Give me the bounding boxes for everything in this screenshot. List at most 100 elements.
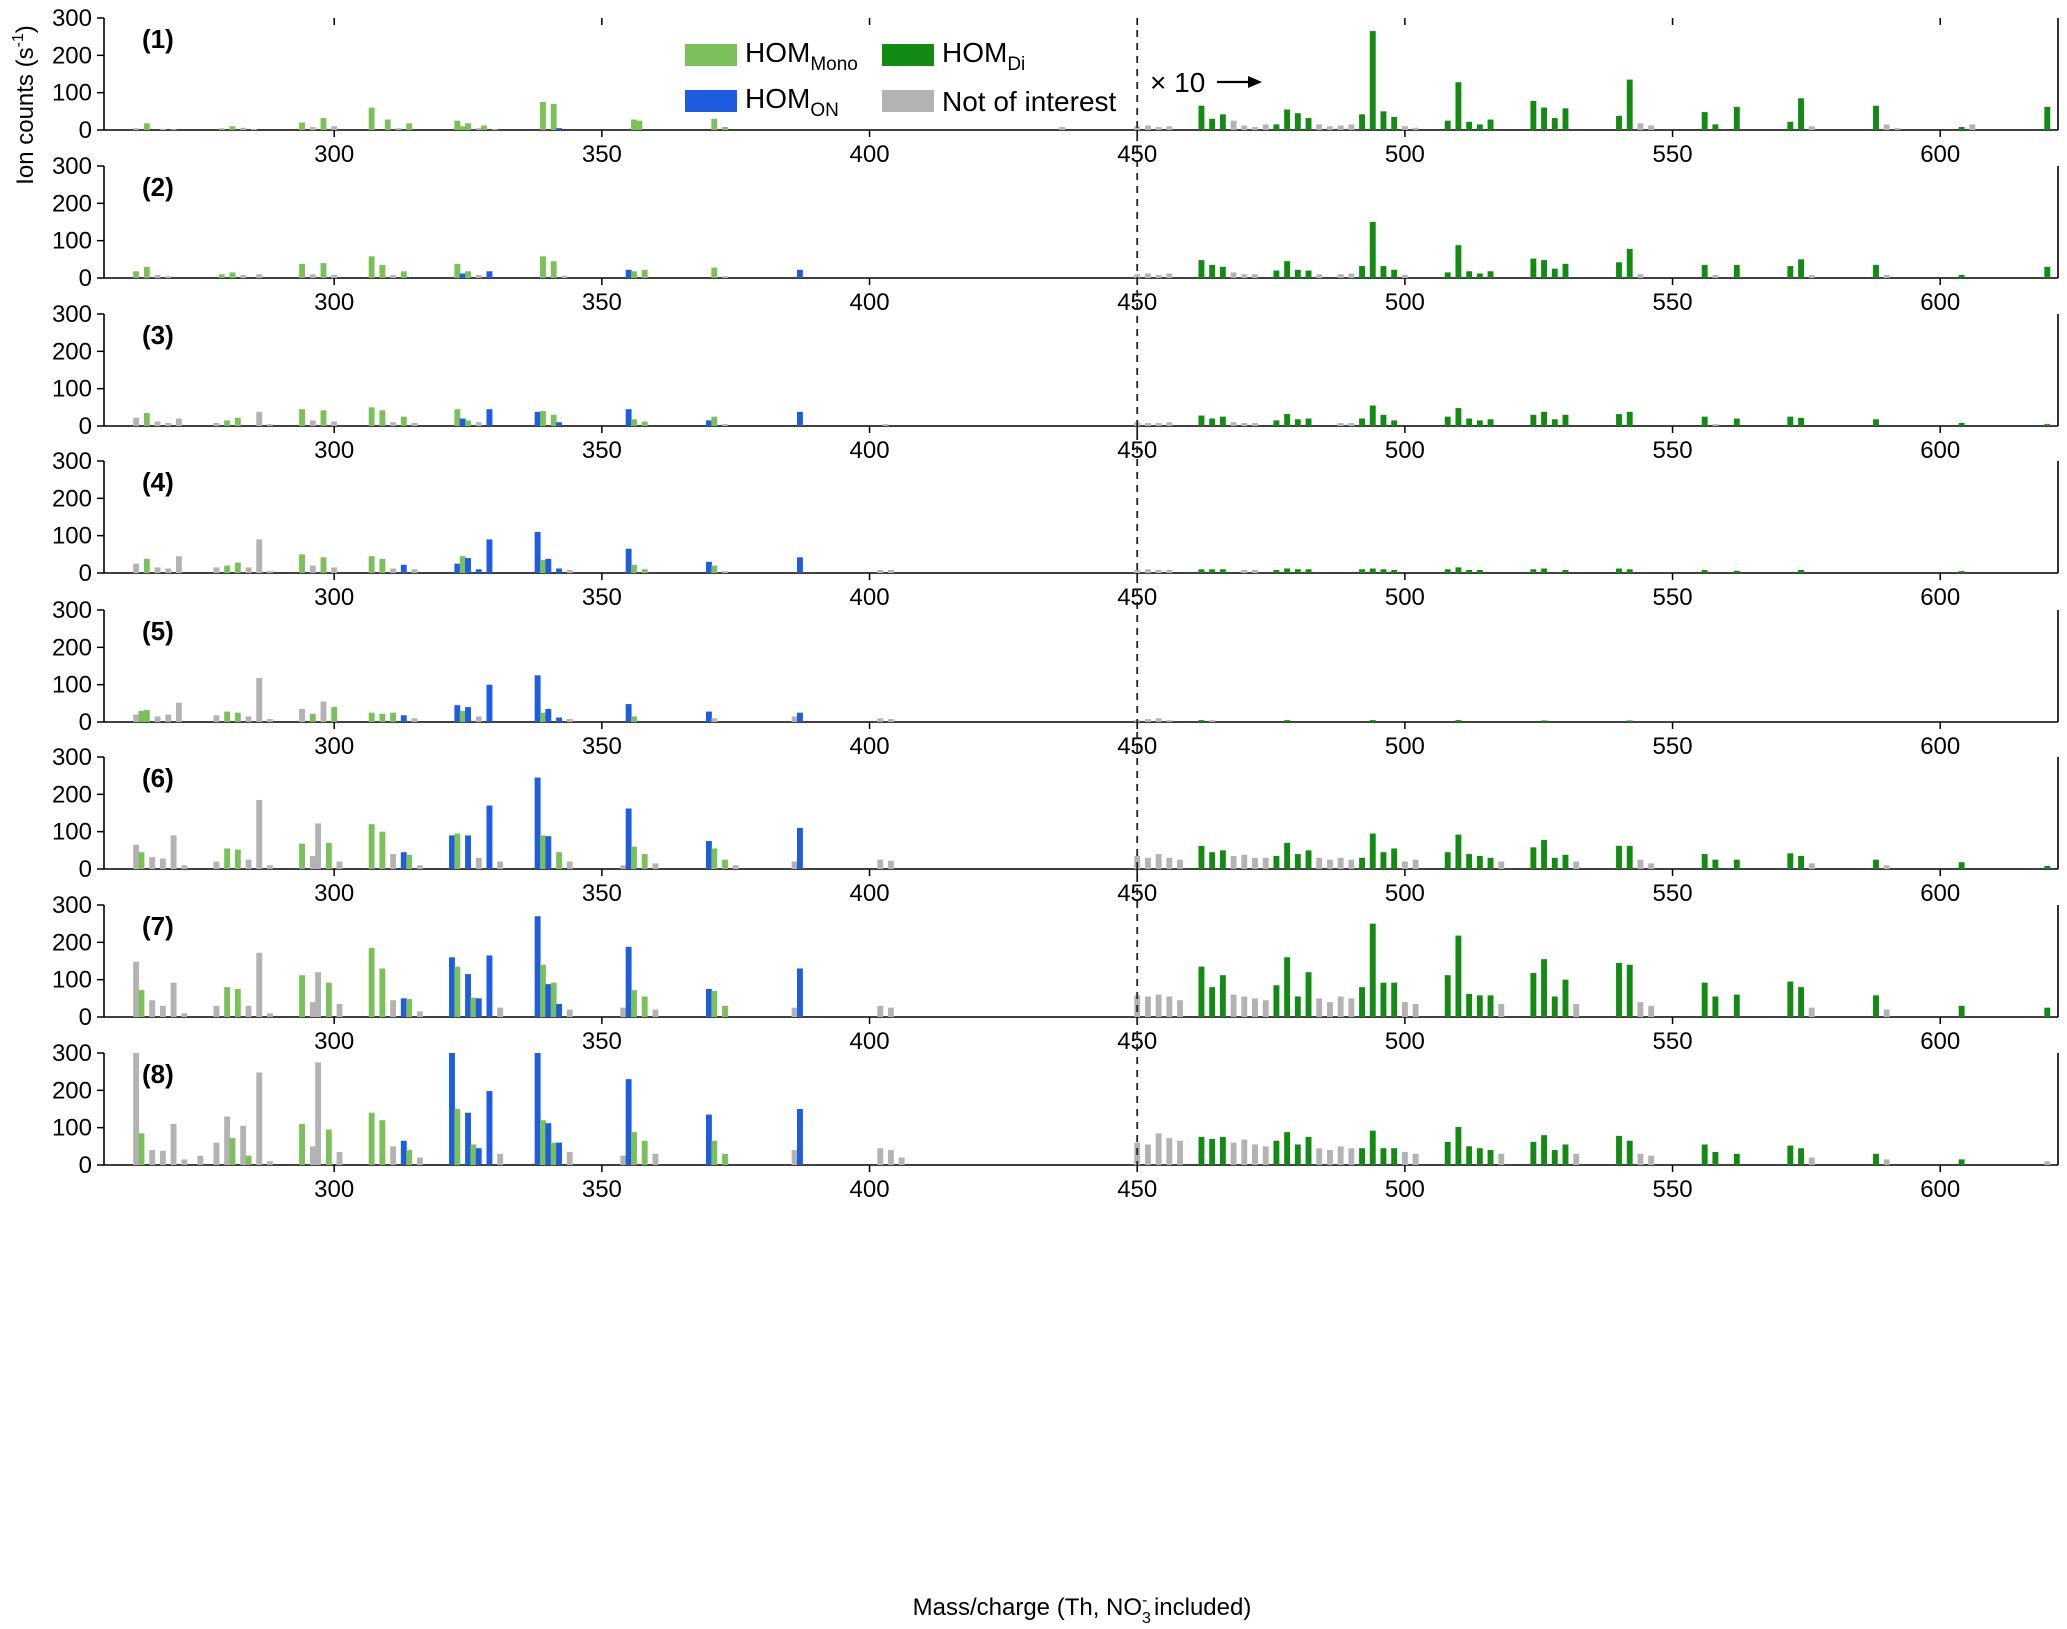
y-tick-label: 100 bbox=[52, 967, 92, 994]
bar-mono bbox=[711, 990, 718, 1017]
bar-di bbox=[1466, 570, 1473, 573]
bar-di bbox=[1616, 262, 1622, 278]
y-tick-label: 0 bbox=[79, 413, 92, 440]
bar-mono bbox=[400, 271, 407, 278]
bar-noi bbox=[1262, 1146, 1269, 1165]
y-tick-label: 0 bbox=[79, 560, 92, 587]
bar-di bbox=[1958, 1159, 1965, 1165]
bar-di bbox=[1541, 411, 1548, 426]
bar-on bbox=[465, 974, 471, 1017]
bar-mono bbox=[368, 107, 375, 130]
bar-di bbox=[1712, 1151, 1719, 1165]
bar-di bbox=[1369, 405, 1376, 426]
bar-di bbox=[1284, 720, 1291, 722]
bar-mono bbox=[245, 1155, 252, 1165]
bar-di bbox=[1798, 98, 1804, 130]
bar-on bbox=[797, 557, 803, 573]
bar-on bbox=[486, 1091, 493, 1165]
bar-noi bbox=[1230, 272, 1237, 278]
bar-on bbox=[459, 418, 466, 426]
bar-on bbox=[797, 1109, 803, 1165]
bar-di bbox=[1359, 418, 1365, 426]
legend-label-di: HOMDi bbox=[942, 37, 1025, 75]
bar-di bbox=[1487, 1150, 1494, 1165]
bar-noi bbox=[888, 719, 894, 722]
bar-di bbox=[1391, 570, 1398, 573]
bar-di bbox=[1294, 113, 1301, 130]
bar-di bbox=[1294, 269, 1301, 278]
bar-noi bbox=[652, 863, 659, 869]
bar-noi bbox=[566, 570, 573, 573]
bar-di bbox=[1530, 1141, 1537, 1165]
bar-on bbox=[545, 708, 552, 722]
bar-noi bbox=[165, 714, 172, 722]
bar-di bbox=[1359, 266, 1365, 278]
x-tick-label: 600 bbox=[1920, 733, 1960, 760]
bar-di bbox=[1530, 258, 1537, 278]
bar-di bbox=[1359, 114, 1365, 130]
x-tick-label: 600 bbox=[1920, 289, 1960, 316]
x-axis-label: Mass/charge (Th, NO3- included) bbox=[913, 1592, 1252, 1627]
bar-di bbox=[1391, 269, 1398, 278]
bar-noi bbox=[1648, 1005, 1655, 1017]
bar-mono bbox=[722, 859, 728, 869]
bar-mono bbox=[224, 711, 231, 722]
bar-noi bbox=[1316, 274, 1323, 278]
bar-on bbox=[556, 568, 562, 573]
bar-di bbox=[1305, 118, 1312, 130]
bar-di bbox=[1798, 987, 1804, 1017]
bar-mono bbox=[218, 128, 225, 130]
bar-noi bbox=[1166, 273, 1173, 278]
bar-on bbox=[534, 531, 541, 573]
bar-noi bbox=[149, 1150, 156, 1165]
bar-on bbox=[625, 548, 632, 573]
bar-on bbox=[797, 269, 803, 278]
bar-noi bbox=[1316, 857, 1323, 869]
bar-di bbox=[1541, 568, 1548, 573]
x-tick-label: 500 bbox=[1385, 733, 1425, 760]
bar-di bbox=[1562, 979, 1569, 1017]
bar-noi bbox=[224, 1116, 231, 1165]
bar-di bbox=[1626, 964, 1633, 1017]
bar-noi bbox=[309, 565, 316, 573]
bar-mono bbox=[234, 417, 241, 426]
bar-noi bbox=[1177, 1000, 1183, 1017]
bar-on bbox=[475, 1148, 482, 1165]
bar-noi bbox=[1155, 423, 1162, 426]
bar-noi bbox=[133, 417, 140, 426]
bar-di bbox=[1198, 260, 1205, 278]
bar-mono bbox=[540, 835, 546, 869]
bar-noi bbox=[1059, 127, 1066, 130]
x-tick-label: 600 bbox=[1920, 1028, 1960, 1055]
bar-noi bbox=[1134, 274, 1141, 278]
bar-di bbox=[1444, 975, 1451, 1017]
bar-noi bbox=[170, 1123, 177, 1165]
bar-noi bbox=[1808, 275, 1815, 278]
bar-noi bbox=[497, 1007, 504, 1017]
bar-di bbox=[1305, 418, 1312, 426]
bar-mono bbox=[299, 263, 306, 278]
bar-mono bbox=[229, 1138, 236, 1165]
bar-noi bbox=[411, 569, 418, 573]
x-tick-label: 300 bbox=[314, 733, 354, 760]
bar-di bbox=[1616, 414, 1622, 426]
bar-noi bbox=[877, 570, 884, 573]
bar-mono bbox=[711, 416, 718, 426]
bar-noi bbox=[497, 1153, 504, 1165]
bar-noi bbox=[256, 799, 263, 869]
bar-di bbox=[2044, 266, 2051, 278]
bar-noi bbox=[309, 855, 316, 869]
bar-di bbox=[1733, 264, 1740, 278]
bar-mono bbox=[224, 420, 231, 426]
bar-noi bbox=[411, 423, 418, 426]
bar-di bbox=[1562, 570, 1569, 573]
bar-noi bbox=[652, 1009, 659, 1017]
bar-mono bbox=[631, 1132, 637, 1165]
bar-mono bbox=[299, 122, 306, 130]
bar-di bbox=[1626, 569, 1633, 573]
bar-mono bbox=[711, 267, 718, 278]
bar-noi bbox=[331, 567, 338, 573]
bar-noi bbox=[1883, 1159, 1890, 1165]
bar-noi bbox=[1337, 274, 1344, 278]
